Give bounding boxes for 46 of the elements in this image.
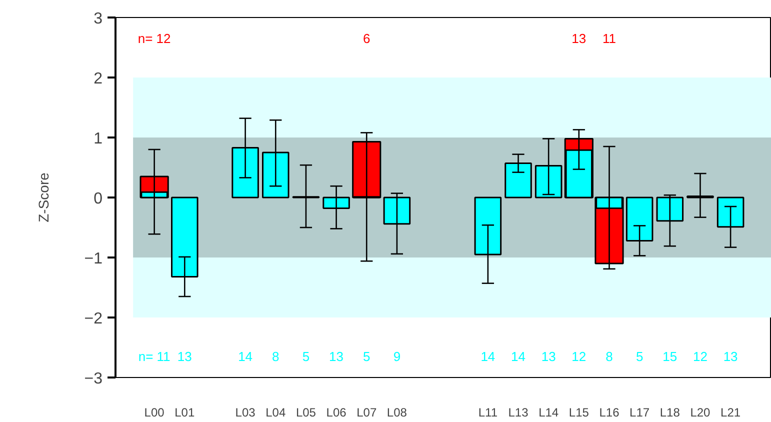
x-tick-label: L14 — [538, 406, 559, 420]
annotation: 13 — [723, 349, 738, 364]
y-tick-label: −3 — [84, 370, 103, 388]
annotation: n= 12 — [138, 30, 171, 46]
annotation: 13 — [572, 30, 586, 46]
x-tick-label: L04 — [266, 406, 286, 420]
x-tick-label: L00 — [144, 406, 165, 420]
y-tick-label: 2 — [94, 70, 103, 88]
x-tick-label: L01 — [174, 406, 195, 420]
annotation: 5 — [302, 349, 310, 364]
x-tick-label: L11 — [478, 406, 498, 420]
x-tick-label: L16 — [599, 406, 620, 420]
x-tick-label: L15 — [568, 406, 590, 420]
annotation: 13 — [541, 349, 556, 364]
y-tick-label: 1 — [94, 130, 103, 148]
annotation: 5 — [636, 349, 644, 364]
x-tick-label: L13 — [508, 406, 529, 420]
annotation: 6 — [363, 30, 370, 46]
annotation: 14 — [238, 349, 253, 364]
annotation: 14 — [511, 349, 526, 364]
annotation: 12 — [693, 349, 708, 364]
x-tick-label: L03 — [235, 406, 256, 420]
y-tick-label: −2 — [84, 310, 103, 328]
annotation: 14 — [480, 349, 496, 364]
y-tick-label: −1 — [84, 250, 103, 268]
x-tick-label: L08 — [386, 406, 408, 420]
x-tick-label: L05 — [296, 406, 316, 420]
annotation: 13 — [177, 349, 192, 364]
annotation: 5 — [363, 349, 370, 364]
y-tick-label: 3 — [94, 10, 103, 28]
y-tick-label: 0 — [94, 190, 103, 208]
annotation: 8 — [272, 349, 280, 364]
x-tick-label: L07 — [356, 406, 377, 420]
annotation: 13 — [329, 349, 344, 364]
annotation: 8 — [606, 349, 613, 364]
y-axis-title: Z-Score — [35, 172, 52, 222]
x-tick-label: L21 — [720, 406, 741, 420]
annotation: 11 — [602, 30, 616, 46]
x-tick-label: L06 — [326, 406, 347, 420]
annotation: n= 11 — [138, 349, 170, 364]
annotation: 12 — [572, 349, 586, 364]
annotation: 15 — [662, 349, 678, 364]
x-tick-label: L17 — [630, 406, 650, 420]
x-tick-label: L18 — [660, 406, 680, 420]
annotation: 9 — [393, 349, 401, 364]
x-tick-label: L20 — [690, 406, 711, 420]
